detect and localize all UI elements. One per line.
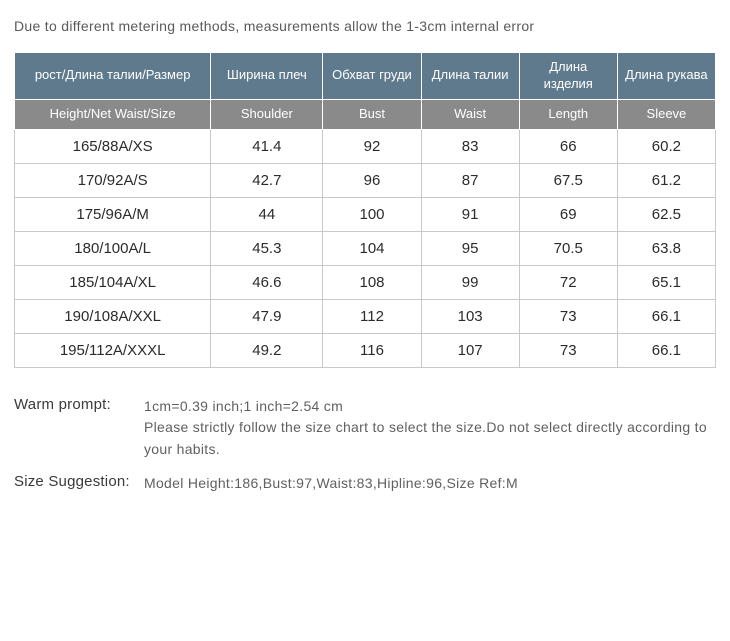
- size-chart-table: рост/Длина талии/Размер Ширина плеч Обхв…: [14, 52, 716, 368]
- table-cell: 112: [323, 299, 421, 333]
- table-cell: 70.5: [519, 231, 617, 265]
- header-en-size: Height/Net Waist/Size: [15, 99, 211, 129]
- table-cell: 83: [421, 129, 519, 163]
- header-en-length: Length: [519, 99, 617, 129]
- table-row: 190/108A/XXL47.91121037366.1: [15, 299, 716, 333]
- table-row: 165/88A/XS41.492836660.2: [15, 129, 716, 163]
- warm-prompt-block: Warm prompt: 1cm=0.39 inch;1 inch=2.54 c…: [14, 396, 716, 461]
- header-ru-waist: Длина талии: [421, 53, 519, 100]
- header-ru-sleeve: Длина рукава: [617, 53, 715, 100]
- size-suggestion-block: Size Suggestion: Model Height:186,Bust:9…: [14, 473, 716, 495]
- table-cell: 73: [519, 299, 617, 333]
- table-cell: 180/100A/L: [15, 231, 211, 265]
- table-cell: 100: [323, 197, 421, 231]
- table-cell: 95: [421, 231, 519, 265]
- table-body: 165/88A/XS41.492836660.2170/92A/S42.7968…: [15, 129, 716, 367]
- top-note: Due to different metering methods, measu…: [14, 18, 716, 34]
- size-suggestion-label: Size Suggestion:: [14, 473, 144, 490]
- table-cell: 61.2: [617, 163, 715, 197]
- header-en-waist: Waist: [421, 99, 519, 129]
- table-cell: 103: [421, 299, 519, 333]
- table-cell: 60.2: [617, 129, 715, 163]
- header-row-ru: рост/Длина талии/Размер Ширина плеч Обхв…: [15, 53, 716, 100]
- header-ru-bust: Обхват груди: [323, 53, 421, 100]
- table-row: 170/92A/S42.7968767.561.2: [15, 163, 716, 197]
- table-cell: 47.9: [211, 299, 323, 333]
- table-cell: 99: [421, 265, 519, 299]
- table-row: 175/96A/M44100916962.5: [15, 197, 716, 231]
- warm-prompt-text: 1cm=0.39 inch;1 inch=2.54 cm Please stri…: [144, 396, 716, 461]
- table-cell: 66.1: [617, 299, 715, 333]
- table-cell: 108: [323, 265, 421, 299]
- table-cell: 45.3: [211, 231, 323, 265]
- table-cell: 170/92A/S: [15, 163, 211, 197]
- table-cell: 41.4: [211, 129, 323, 163]
- table-cell: 175/96A/M: [15, 197, 211, 231]
- table-row: 180/100A/L45.31049570.563.8: [15, 231, 716, 265]
- header-en-bust: Bust: [323, 99, 421, 129]
- table-cell: 96: [323, 163, 421, 197]
- table-cell: 73: [519, 333, 617, 367]
- table-row: 195/112A/XXXL49.21161077366.1: [15, 333, 716, 367]
- table-cell: 72: [519, 265, 617, 299]
- table-cell: 92: [323, 129, 421, 163]
- header-ru-length: Длина изделия: [519, 53, 617, 100]
- table-cell: 66: [519, 129, 617, 163]
- table-cell: 185/104A/XL: [15, 265, 211, 299]
- table-cell: 42.7: [211, 163, 323, 197]
- table-cell: 107: [421, 333, 519, 367]
- table-cell: 69: [519, 197, 617, 231]
- table-cell: 44: [211, 197, 323, 231]
- warm-prompt-line1: 1cm=0.39 inch;1 inch=2.54 cm: [144, 396, 716, 418]
- warm-prompt-line2: Please strictly follow the size chart to…: [144, 417, 716, 460]
- table-cell: 65.1: [617, 265, 715, 299]
- table-cell: 104: [323, 231, 421, 265]
- header-en-sleeve: Sleeve: [617, 99, 715, 129]
- header-row-en: Height/Net Waist/Size Shoulder Bust Wais…: [15, 99, 716, 129]
- table-cell: 190/108A/XXL: [15, 299, 211, 333]
- table-row: 185/104A/XL46.6108997265.1: [15, 265, 716, 299]
- table-cell: 67.5: [519, 163, 617, 197]
- header-en-shoulder: Shoulder: [211, 99, 323, 129]
- table-cell: 66.1: [617, 333, 715, 367]
- table-cell: 62.5: [617, 197, 715, 231]
- table-cell: 91: [421, 197, 519, 231]
- size-suggestion-text: Model Height:186,Bust:97,Waist:83,Hiplin…: [144, 473, 716, 495]
- warm-prompt-label: Warm prompt:: [14, 396, 144, 413]
- table-cell: 46.6: [211, 265, 323, 299]
- header-ru-shoulder: Ширина плеч: [211, 53, 323, 100]
- table-cell: 49.2: [211, 333, 323, 367]
- table-cell: 63.8: [617, 231, 715, 265]
- table-cell: 165/88A/XS: [15, 129, 211, 163]
- table-cell: 87: [421, 163, 519, 197]
- table-cell: 116: [323, 333, 421, 367]
- header-ru-size: рост/Длина талии/Размер: [15, 53, 211, 100]
- table-cell: 195/112A/XXXL: [15, 333, 211, 367]
